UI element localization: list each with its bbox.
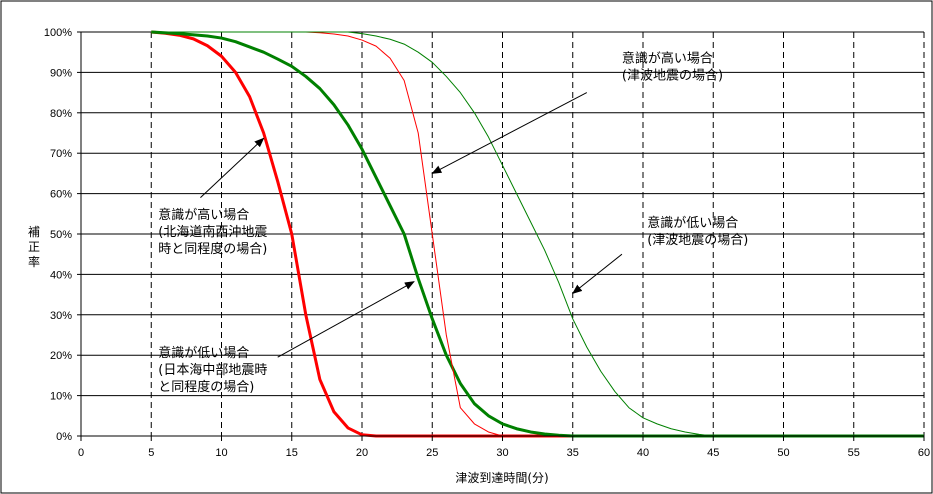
x-tick-label: 60 xyxy=(918,447,930,459)
annotation-a-high-hokkaido: 意識が高い場合(北海道南西沖地震時と同程度の場合) xyxy=(158,137,267,257)
annotation-text: 意識が低い場合(日本海中部地震時と同程度の場合) xyxy=(158,345,267,395)
annotation-a-low-tsunami: 意識が低い場合(津波地震の場合) xyxy=(571,215,748,295)
series-line-low-nihonkai xyxy=(151,30,924,438)
y-tick-label: 0% xyxy=(56,431,72,443)
annotation-arrow xyxy=(277,281,415,358)
annotation-a-high-tsunami: 意識が高い場合(津波地震の場合) xyxy=(431,50,723,174)
y-tick-label: 60% xyxy=(50,189,72,201)
grid xyxy=(81,31,925,436)
annotations: 意識が高い場合(津波地震の場合) 意識が低い場合(津波地震の場合) 意識が高い場合(… xyxy=(158,50,748,395)
axes: 0% 10% 20% 30% 40% 50% 60% 70% 80% 90% 100% 0 5 10 15 2… xyxy=(44,27,930,459)
x-tick-label: 25 xyxy=(426,447,438,459)
y-tick-label: 70% xyxy=(50,148,72,160)
y-tick-label: 20% xyxy=(50,350,72,362)
x-tick-label: 15 xyxy=(286,447,298,459)
x-tick-label: 5 xyxy=(148,447,154,459)
y-tick-label: 80% xyxy=(50,108,72,120)
x-tick-label: 10 xyxy=(215,447,227,459)
annotation-arrow xyxy=(571,253,623,295)
annotation-a-low-nihonkai: 意識が低い場合(日本海中部地震時と同程度の場合) xyxy=(158,281,415,395)
annotation-text: 意識が低い場合(津波地震の場合) xyxy=(647,215,748,248)
y-axis-label: 補正率 xyxy=(28,225,40,269)
annotation-arrow xyxy=(200,137,265,199)
x-tick-label: 45 xyxy=(707,447,719,459)
x-tick-label: 55 xyxy=(848,447,860,459)
x-tick-label: 50 xyxy=(777,447,789,459)
x-tick-label: 40 xyxy=(637,447,649,459)
x-axis-label: 津波到達時間(分) xyxy=(455,471,548,485)
series-line-low-tsunami xyxy=(151,31,924,437)
y-tick-label: 40% xyxy=(50,269,72,281)
x-tick-label: 20 xyxy=(356,447,368,459)
y-tick-label: 10% xyxy=(50,391,72,403)
y-tick-label: 30% xyxy=(50,310,72,322)
x-tick-label: 30 xyxy=(496,447,508,459)
annotation-text: 意識が高い場合(北海道南西沖地震時と同程度の場合) xyxy=(158,207,267,257)
y-tick-label: 50% xyxy=(50,229,72,241)
annotation-text: 意識が高い場合(津波地震の場合) xyxy=(622,50,723,83)
series-line-high-tsunami xyxy=(151,31,924,437)
y-tick-label: 90% xyxy=(50,67,72,79)
x-tick-label: 0 xyxy=(78,447,84,459)
series-line-high-hokkaido xyxy=(151,30,924,438)
annotation-arrow xyxy=(431,92,588,174)
y-tick-label: 100% xyxy=(44,27,72,39)
series-group xyxy=(151,30,924,438)
x-tick-label: 35 xyxy=(567,447,579,459)
